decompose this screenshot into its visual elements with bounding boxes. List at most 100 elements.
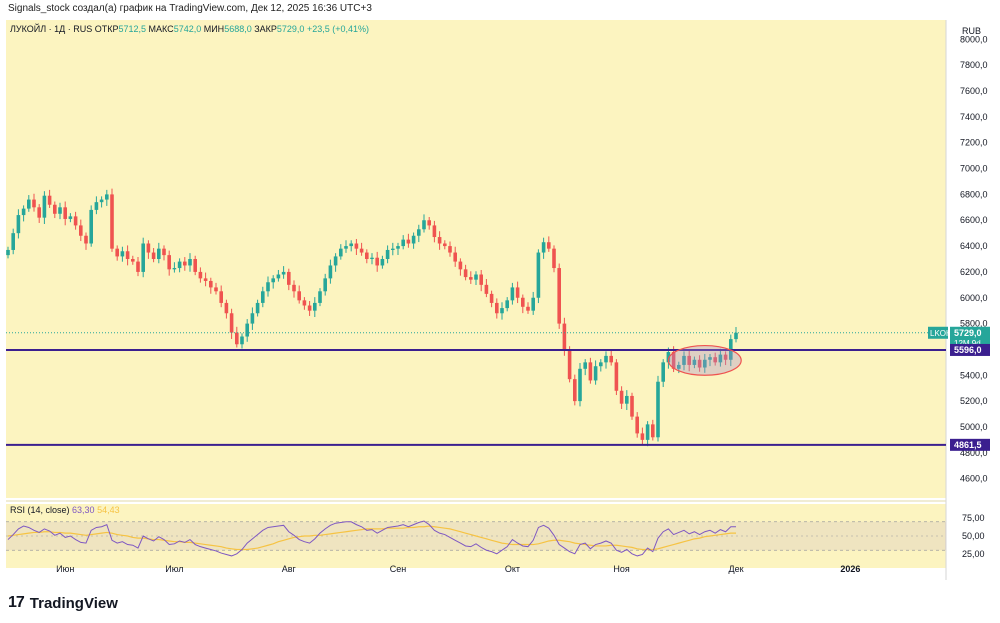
candle (224, 299, 229, 319)
candle (354, 238, 359, 255)
tradingview-logo[interactable]: 17 TradingView (8, 594, 118, 612)
candle (484, 279, 489, 298)
candle (32, 193, 36, 212)
candle (344, 240, 348, 253)
rsi-legend: RSI (14, close) 63,30 54,43 (10, 505, 120, 515)
candle (645, 421, 650, 447)
candle (193, 255, 197, 276)
candle (276, 269, 281, 282)
candle (235, 326, 239, 348)
candle (614, 359, 619, 396)
candle (58, 202, 62, 220)
candle (521, 294, 525, 314)
level-badge-lower-value: 4861,5 (954, 440, 982, 450)
candle (609, 350, 613, 366)
candle (37, 204, 41, 223)
candle (437, 231, 442, 250)
candle (547, 236, 551, 252)
candle (500, 302, 504, 320)
rsi-line (7, 520, 736, 557)
candle (21, 205, 26, 222)
y-tick-label: 6200,0 (960, 267, 988, 277)
candle (188, 253, 192, 272)
chart-area[interactable]: ЛУКОЙЛ · 1Д · RUS ОТКР5712,5 МАКС5742,0 … (6, 20, 994, 580)
candle (583, 359, 587, 376)
candle (578, 362, 582, 407)
candle (458, 258, 463, 276)
candle (157, 242, 161, 264)
candle (172, 262, 177, 273)
candle (11, 228, 15, 255)
candle (703, 353, 707, 373)
candle (53, 201, 57, 219)
candle (505, 297, 509, 312)
x-tick-label: Сен (390, 564, 407, 574)
candle (261, 286, 265, 308)
rsi-tick-label: 50,00 (962, 531, 985, 541)
price-pane (6, 20, 946, 498)
candle (297, 285, 301, 304)
chart-attribution: Signals_stock создал(а) график на Tradin… (8, 3, 372, 14)
x-tick-label: Июн (56, 564, 74, 574)
candle (89, 205, 93, 247)
candle (209, 277, 213, 294)
candle (47, 189, 52, 208)
candle (131, 255, 135, 265)
candle (479, 269, 483, 292)
candle (417, 224, 421, 243)
candle (136, 257, 140, 277)
last-price-badge (950, 326, 990, 349)
y-tick-label: 6400,0 (960, 241, 988, 251)
candle (557, 263, 561, 329)
candle (619, 386, 624, 409)
candle (625, 390, 629, 411)
candle (219, 285, 223, 308)
candle (73, 211, 78, 230)
candle (68, 213, 73, 223)
candle (313, 297, 317, 318)
y-tick-label: 5400,0 (960, 370, 988, 380)
candle (167, 250, 171, 276)
candle (734, 326, 738, 343)
y-tick-label: 7200,0 (960, 138, 988, 148)
rsi-ma-line (7, 525, 736, 551)
candle (151, 248, 156, 263)
y-tick-label: 5800,0 (960, 319, 988, 329)
candle (599, 359, 603, 372)
candle (94, 196, 99, 215)
candle (713, 352, 717, 366)
candle (510, 282, 515, 305)
bar-countdown: 12M 9d (954, 339, 981, 348)
candle (323, 273, 327, 296)
consolidation-ellipse (667, 344, 742, 376)
candle (99, 196, 104, 208)
candle (198, 267, 203, 283)
candle (427, 217, 431, 230)
price-chart[interactable]: ЛУКОЙЛ · 1Д · RUS ОТКР5712,5 МАКС5742,0 … (6, 20, 994, 580)
candle (162, 245, 166, 261)
candle (723, 351, 728, 366)
y-tick-label: 8000,0 (960, 34, 988, 44)
candle (640, 427, 645, 446)
candle (380, 255, 385, 269)
candle (255, 299, 260, 317)
candle (588, 357, 593, 384)
candle (146, 240, 151, 259)
candle (469, 271, 473, 284)
candle (63, 201, 67, 226)
candle (661, 359, 665, 388)
level-badge-lower (950, 438, 990, 451)
candle (630, 392, 634, 420)
candle (708, 353, 712, 367)
ticker-badge (928, 326, 948, 339)
rsi-tick-label: 25,00 (962, 549, 985, 559)
candle (370, 253, 374, 265)
candle (411, 232, 416, 249)
tradingview-wordmark: TradingView (29, 594, 118, 612)
candle (422, 214, 426, 233)
candle (401, 235, 405, 250)
candle (307, 300, 312, 316)
candle (328, 259, 333, 284)
candle (287, 268, 291, 291)
x-tick-label: Окт (505, 564, 520, 574)
